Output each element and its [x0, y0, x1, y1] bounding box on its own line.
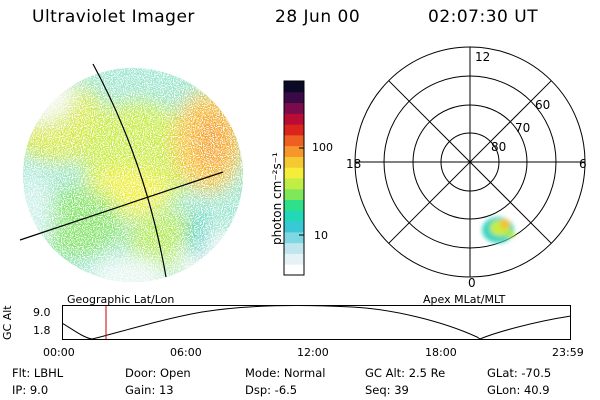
colorbar-segment [284, 145, 304, 157]
colorbar-tick-100: 100 [312, 141, 333, 154]
colorbar-segment [284, 221, 304, 233]
strip-xtick-1200: 12:00 [297, 346, 329, 359]
info-seq: Seq: 39 [365, 383, 409, 397]
colorbar-segment [284, 81, 304, 93]
info-ip: IP: 9.0 [12, 383, 49, 397]
colorbar-segment [284, 167, 304, 179]
aurora-blob [482, 217, 515, 243]
mlt-label-6: 6 [579, 157, 587, 171]
strip-ytick-low: 1.8 [33, 324, 51, 337]
lat-label-70: 70 [515, 121, 530, 135]
info-gc-alt: GC Alt: 2.5 Re [365, 366, 446, 380]
colorbar-segment [284, 156, 304, 168]
altitude-curve [62, 305, 572, 340]
strip-xtick-0600: 06:00 [170, 346, 202, 359]
altitude-strip-plot [62, 305, 572, 340]
colorbar-segment [284, 188, 304, 201]
lat-label-60: 60 [535, 98, 550, 112]
colorbar-tick-10: 10 [314, 229, 328, 242]
colorbar-segment [284, 178, 304, 190]
instrument-title: Ultraviolet Imager [32, 7, 195, 27]
colorbar-segment [284, 134, 304, 147]
strip-axis-label: GC Alt [1, 305, 14, 340]
meridian-line [92, 63, 167, 278]
info-dsp: Dsp: -6.5 [245, 383, 298, 397]
strip-xtick-2359: 23:59 [552, 346, 584, 359]
mlt-label-12: 12 [475, 50, 490, 64]
colorbar-segment [284, 253, 304, 265]
mlt-label-0: 0 [468, 276, 476, 290]
time-label: 02:07:30 UT [428, 7, 539, 27]
geographic-aurora-image [19, 63, 243, 282]
info-filter: Flt: LBHL [12, 366, 64, 380]
colorbar-unit-label: photon cm⁻²s⁻¹ [270, 152, 284, 245]
date-label: 28 Jun 00 [275, 7, 361, 27]
strip-ytick-high: 9.0 [33, 306, 51, 319]
latitude-line [19, 171, 224, 241]
colorbar-segment [284, 124, 304, 136]
strip-xtick-1800: 18:00 [425, 346, 457, 359]
info-glat: GLat: -70.5 [487, 366, 552, 380]
colorbar-segment [284, 231, 304, 244]
colorbar-segment [284, 102, 304, 114]
info-door: Door: Open [125, 366, 191, 380]
colorbar-frame [283, 80, 305, 276]
colorbar-segment [284, 199, 304, 211]
colorbar [283, 80, 305, 276]
magnetic-polar-plot: 12 18 6 0 60 70 80 [346, 46, 587, 290]
right-panel-label: Apex MLat/MLT [423, 293, 506, 306]
lat-label-80: 80 [491, 140, 506, 154]
colorbar-segment [284, 91, 304, 104]
colorbar-segment [284, 210, 304, 222]
mlt-label-18: 18 [346, 157, 361, 171]
colorbar-segment [284, 113, 304, 125]
info-gain: Gain: 13 [125, 383, 174, 397]
info-glon: GLon: 40.9 [487, 383, 550, 397]
left-panel-label: Geographic Lat/Lon [67, 293, 175, 306]
strip-xtick-0000: 00:00 [43, 346, 75, 359]
info-mode: Mode: Normal [245, 366, 326, 380]
colorbar-segment [284, 264, 304, 276]
colorbar-segment [284, 242, 304, 254]
